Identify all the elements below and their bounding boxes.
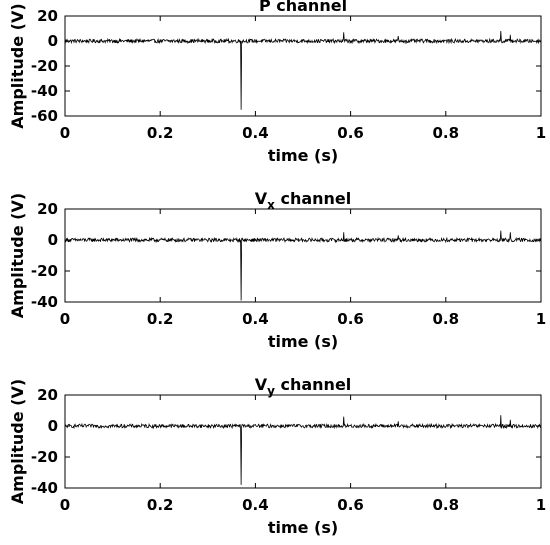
- x-tick-label: 0.4: [242, 124, 269, 142]
- x-tick-label: 0.2: [147, 310, 174, 328]
- y-tick-label: 0: [48, 417, 58, 435]
- axes-box: [64, 15, 542, 117]
- x-tick-label: 0: [60, 496, 70, 514]
- y-tick-label: 20: [37, 386, 58, 404]
- y-tick-label: -20: [31, 448, 58, 466]
- y-tick-label: -60: [31, 107, 58, 125]
- plot-title: Vx channel: [255, 189, 352, 212]
- y-tick-label: -20: [31, 57, 58, 75]
- x-axis-label: time (s): [268, 518, 338, 537]
- x-tick-label: 0.2: [147, 496, 174, 514]
- y-axis-label: Amplitude (V): [8, 193, 27, 318]
- subplot-1: P channel 0 0.2 0.4 0.6 0.8 1 -60 -40 -20 0 20 time …: [8, 0, 546, 165]
- plot-title: Vy channel: [255, 375, 352, 398]
- x-tick-label: 0.6: [337, 124, 364, 142]
- x-axis-label: time (s): [268, 332, 338, 351]
- x-tick-label: 0.6: [337, 496, 364, 514]
- y-tick-label: 20: [37, 7, 58, 25]
- subplot-3: Vy channel 0 0.2 0.4 0.6 0.8 1 -40 -20 0 20 time (s…: [8, 375, 546, 537]
- axes-box: [64, 208, 542, 303]
- y-axis-label: Amplitude (V): [8, 379, 27, 504]
- x-tick-label: 1: [536, 124, 546, 142]
- signal-trace: [64, 230, 542, 301]
- x-tick-label: 0: [60, 124, 70, 142]
- signal-trace: [64, 30, 542, 110]
- y-tick-label: -40: [31, 82, 58, 100]
- plot-title: P channel: [259, 0, 347, 15]
- y-tick-label: -20: [31, 262, 58, 280]
- axes-box: [64, 394, 542, 489]
- subplot-2: Vx channel 0 0.2 0.4 0.6 0.8 1 -40 -20 0 20 time (s…: [8, 189, 546, 351]
- y-axis-label: Amplitude (V): [8, 3, 27, 128]
- x-tick-label: 0.4: [242, 496, 269, 514]
- x-tick-label: 0: [60, 310, 70, 328]
- y-tick-label: 0: [48, 32, 58, 50]
- x-tick-label: 0.4: [242, 310, 269, 328]
- x-tick-label: 1: [536, 496, 546, 514]
- y-tick-label: -40: [31, 479, 58, 497]
- y-tick-label: -40: [31, 293, 58, 311]
- y-tick-label: 0: [48, 231, 58, 249]
- x-axis-label: time (s): [268, 146, 338, 165]
- y-tick-label: 20: [37, 200, 58, 218]
- x-tick-label: 0.2: [147, 124, 174, 142]
- x-tick-label: 0.8: [433, 310, 460, 328]
- x-tick-label: 0.8: [433, 496, 460, 514]
- x-tick-label: 0.8: [433, 124, 460, 142]
- x-tick-label: 1: [536, 310, 546, 328]
- x-tick-label: 0.6: [337, 310, 364, 328]
- signal-trace: [64, 415, 542, 485]
